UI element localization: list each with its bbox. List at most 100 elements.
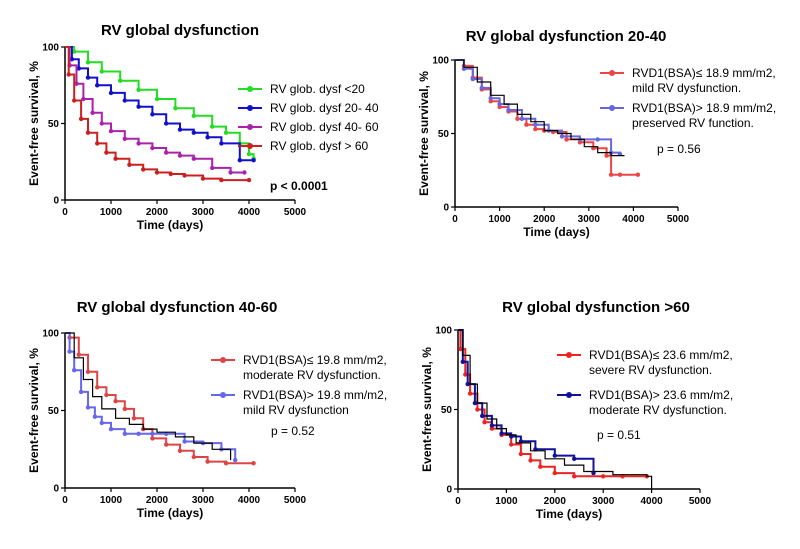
y-axis-label: Event-free survival, % bbox=[27, 61, 41, 186]
censor-marker bbox=[67, 349, 72, 354]
km-panel-2: RV global dysfunction 20-400 1000 2000 3000… bbox=[417, 28, 776, 239]
x-tick-label: 1000 bbox=[100, 495, 123, 506]
censor-marker bbox=[191, 454, 196, 460]
censor-marker bbox=[164, 442, 169, 447]
censor-marker bbox=[488, 96, 493, 101]
legend-label-line: moderate RV dysfunction. bbox=[589, 403, 727, 417]
x-tick-label: 1000 bbox=[488, 214, 511, 225]
censor-marker bbox=[118, 78, 123, 83]
x-tick-label: 3000 bbox=[192, 207, 215, 218]
censor-marker bbox=[552, 470, 557, 476]
censor-marker bbox=[233, 457, 238, 463]
censor-marker bbox=[518, 451, 524, 457]
censor-marker bbox=[595, 137, 600, 142]
x-tick-label: 5000 bbox=[284, 495, 307, 506]
censor-marker bbox=[604, 153, 609, 158]
censor-marker bbox=[104, 150, 109, 155]
censor-marker bbox=[131, 416, 137, 421]
censor-marker bbox=[108, 426, 114, 432]
legend-marker-1 bbox=[247, 86, 253, 92]
censor-marker bbox=[463, 372, 468, 377]
x-tick-label: 2000 bbox=[533, 214, 556, 225]
legend-label-2: RVD1(BSA)> 23.6 mm/m2, moderate RV dysfun… bbox=[589, 388, 733, 417]
censor-marker bbox=[465, 381, 470, 387]
censor-marker bbox=[74, 81, 79, 86]
censor-marker bbox=[210, 165, 215, 171]
censor-marker bbox=[81, 96, 86, 102]
censor-marker bbox=[482, 420, 487, 425]
censor-marker bbox=[104, 392, 109, 398]
censor-marker bbox=[506, 107, 511, 113]
censor-marker bbox=[92, 414, 98, 419]
y-tick-label: 50 bbox=[48, 406, 60, 417]
censor-marker bbox=[122, 98, 128, 103]
series-line-3 bbox=[65, 46, 245, 174]
legend-label-line: mild RV dysfunction bbox=[243, 403, 349, 417]
series-line-2 bbox=[65, 46, 254, 162]
legend-label-line: RVD1(BSA)> 19.8 mm/m2, bbox=[243, 388, 387, 402]
censor-marker bbox=[182, 439, 187, 444]
x-tick-label: 1000 bbox=[100, 207, 123, 218]
legend-marker-2 bbox=[247, 105, 253, 111]
censor-marker bbox=[99, 121, 105, 126]
x-tick-label: 5000 bbox=[689, 496, 712, 507]
x-tick-label: 2000 bbox=[544, 496, 567, 507]
series-line-1 bbox=[455, 59, 638, 176]
x-tick-label: 2000 bbox=[146, 207, 169, 218]
legend-marker-1 bbox=[220, 357, 226, 363]
series-line-2 bbox=[455, 59, 621, 155]
legend-label-2: RV glob. dysf 20- 40 bbox=[270, 101, 379, 115]
censor-marker bbox=[538, 464, 543, 469]
legend-label-1: RVD1(BSA)≤ 23.6 mm/m2, severe RV dysfunct… bbox=[589, 348, 733, 377]
legend-marker-4 bbox=[247, 143, 253, 149]
censor-marker bbox=[470, 76, 475, 82]
censor-marker bbox=[72, 368, 77, 373]
y-tick-label: 50 bbox=[48, 119, 60, 130]
censor-marker bbox=[85, 369, 91, 374]
censor-marker bbox=[223, 461, 229, 466]
censor-marker bbox=[127, 162, 132, 167]
censor-marker bbox=[108, 90, 114, 96]
series-line-1 bbox=[65, 46, 255, 159]
censor-marker bbox=[480, 413, 485, 419]
x-axis-label: Time (days) bbox=[523, 225, 589, 239]
p-value-label: p < 0.0001 bbox=[270, 179, 328, 193]
y-tick-label: 50 bbox=[441, 405, 453, 416]
censor-marker bbox=[154, 96, 160, 102]
censor-marker bbox=[223, 130, 229, 135]
legend-label-line: RVD1(BSA)> 23.6 mm/m2, bbox=[589, 388, 733, 402]
censor-marker bbox=[168, 171, 173, 177]
p-value-label: p = 0.56 bbox=[657, 142, 701, 156]
censor-marker bbox=[499, 431, 504, 436]
censor-marker bbox=[85, 75, 91, 80]
series-line-1 bbox=[65, 332, 254, 465]
censor-marker bbox=[95, 385, 100, 390]
y-axis-label: Event-free survival, % bbox=[417, 71, 431, 196]
censor-marker bbox=[205, 459, 210, 464]
legend-label-3: RV glob. dysf 40- 60 bbox=[270, 120, 379, 134]
censor-marker bbox=[72, 49, 77, 54]
censor-marker bbox=[108, 128, 114, 134]
censor-marker bbox=[572, 474, 577, 479]
y-tick-label: 100 bbox=[42, 329, 59, 340]
censor-marker bbox=[177, 448, 183, 453]
censor-marker bbox=[95, 83, 100, 88]
x-tick-label: 3000 bbox=[192, 495, 215, 506]
censor-marker bbox=[76, 352, 82, 357]
censor-marker bbox=[78, 389, 84, 395]
legend-label-1: RVD1(BSA)≤ 19.8 mm/m2, moderate RV dysfun… bbox=[243, 353, 387, 382]
legend-label-line: moderate RV dysfunction. bbox=[243, 368, 381, 382]
censor-marker bbox=[467, 391, 473, 396]
censor-marker bbox=[150, 145, 155, 151]
x-tick-label: 4000 bbox=[238, 207, 261, 218]
x-tick-label: 3000 bbox=[578, 214, 601, 225]
censor-marker bbox=[519, 116, 525, 122]
censor-marker bbox=[489, 426, 495, 431]
censor-marker bbox=[246, 151, 252, 157]
x-tick-label: 0 bbox=[62, 207, 68, 218]
censor-marker bbox=[182, 173, 187, 178]
censor-marker bbox=[191, 113, 196, 119]
legend-marker-2 bbox=[609, 105, 615, 111]
legend-label-line: RVD1(BSA)≤ 18.9 mm/m2, bbox=[632, 66, 776, 80]
